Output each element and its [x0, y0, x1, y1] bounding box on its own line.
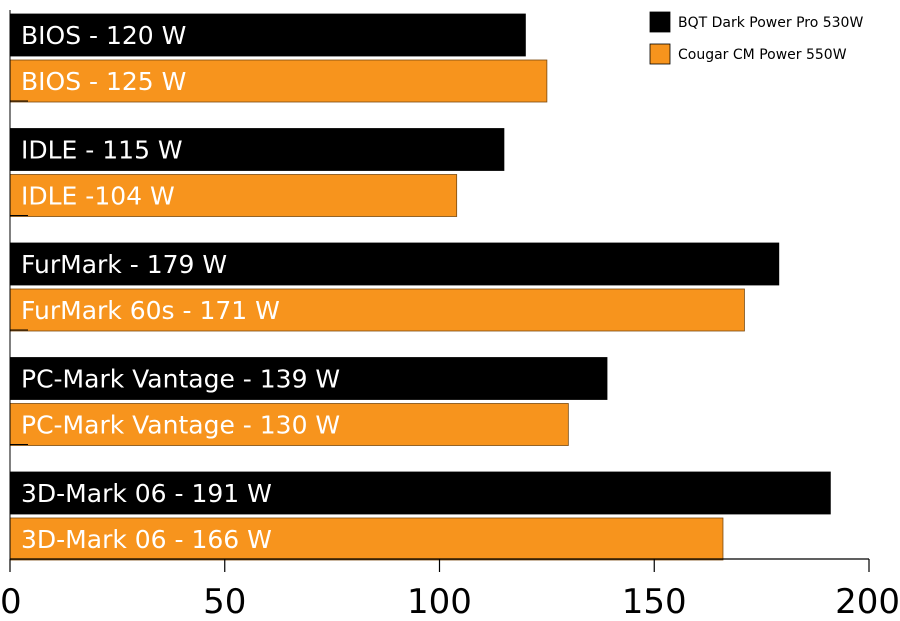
- x-tick-label-200: 200: [835, 582, 900, 621]
- bar-label-bios-series-2: BIOS - 125 W: [21, 67, 186, 96]
- bars-group: BIOS - 120 W BIOS - 125 W IDLE - 115 W IDLE…: [9, 13, 831, 561]
- x-tick-label-0: 0: [0, 582, 22, 621]
- bar-label-bios-series-1: BIOS - 120 W: [21, 21, 186, 50]
- legend-label-series-2: Cougar CM Power 550W: [678, 47, 847, 63]
- bar-pc-mark-vantage-series-1: [9, 357, 608, 400]
- bar-3d-mark-06-series-1: [9, 471, 831, 515]
- x-axis: 0 50 100 150 200: [0, 10, 900, 621]
- bar-bios-series-2: [9, 59, 548, 103]
- bar-idle-series-2: [9, 174, 458, 217]
- legend-swatch-series-1: [649, 11, 671, 33]
- bar-label-furmark-series-2: FurMark 60s - 171 W: [21, 296, 280, 325]
- x-tick-label-100: 100: [407, 582, 472, 621]
- legend: BQT Dark Power Pro 530W Cougar CM Power 5…: [649, 11, 863, 65]
- x-tick-label-50: 50: [203, 582, 246, 621]
- legend-swatch-series-2: [649, 43, 671, 65]
- bar-pc-mark-vantage-series-2: [9, 403, 569, 446]
- legend-label-series-1: BQT Dark Power Pro 530W: [678, 15, 863, 31]
- bar-3d-mark-06-series-2: [9, 517, 724, 561]
- bar-label-3d-mark-06-series-2: 3D-Mark 06 - 166 W: [21, 525, 272, 554]
- bar-label-pc-mark-vantage-series-2: PC-Mark Vantage - 130 W: [21, 411, 340, 440]
- bar-furmark-series-2: [9, 288, 745, 332]
- bar-label-furmark-series-1: FurMark - 179 W: [21, 250, 227, 279]
- bar-label-3d-mark-06-series-1: 3D-Mark 06 - 191 W: [21, 479, 272, 508]
- bar-label-idle-series-1: IDLE - 115 W: [21, 136, 183, 165]
- x-tick-label-150: 150: [622, 582, 687, 621]
- bar-bios-series-1: [9, 13, 526, 57]
- bar-label-idle-series-2: IDLE -104 W: [21, 182, 175, 211]
- bar-label-pc-mark-vantage-series-1: PC-Mark Vantage - 139 W: [21, 365, 340, 394]
